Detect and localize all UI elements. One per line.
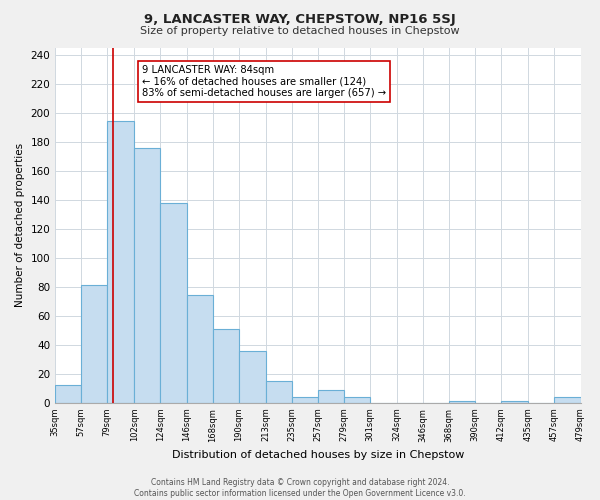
Bar: [107, 122, 134, 403]
Text: Size of property relative to detached houses in Chepstow: Size of property relative to detached ho…: [140, 26, 460, 36]
Bar: [292, 397, 318, 403]
Bar: [344, 397, 370, 403]
Bar: [266, 381, 292, 403]
Bar: [501, 402, 529, 403]
Bar: [81, 286, 107, 403]
Y-axis label: Number of detached properties: Number of detached properties: [15, 143, 25, 307]
Bar: [134, 148, 160, 403]
Bar: [554, 397, 581, 403]
Bar: [160, 202, 187, 403]
Bar: [449, 402, 475, 403]
Text: 9, LANCASTER WAY, CHEPSTOW, NP16 5SJ: 9, LANCASTER WAY, CHEPSTOW, NP16 5SJ: [144, 12, 456, 26]
Bar: [55, 386, 81, 403]
Bar: [212, 329, 239, 403]
Text: 9 LANCASTER WAY: 84sqm
← 16% of detached houses are smaller (124)
83% of semi-de: 9 LANCASTER WAY: 84sqm ← 16% of detached…: [142, 65, 386, 98]
Bar: [239, 350, 266, 403]
Bar: [187, 296, 212, 403]
Bar: [318, 390, 344, 403]
Text: Contains HM Land Registry data © Crown copyright and database right 2024.
Contai: Contains HM Land Registry data © Crown c…: [134, 478, 466, 498]
X-axis label: Distribution of detached houses by size in Chepstow: Distribution of detached houses by size …: [172, 450, 464, 460]
